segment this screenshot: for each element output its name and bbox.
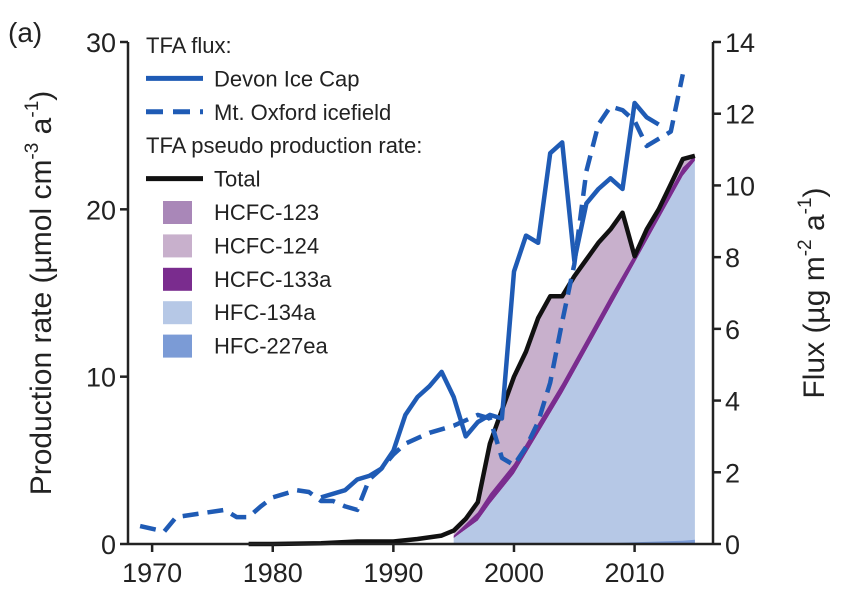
y-right-tick-label: 2 bbox=[725, 458, 740, 488]
y-right-axis-title: Flux (µg m-2 a-1) bbox=[795, 187, 831, 398]
legend-label: HCFC-123 bbox=[214, 200, 319, 225]
legend-swatch bbox=[163, 201, 192, 224]
area-hcfc-124 bbox=[453, 155, 695, 536]
legend-label: HCFC-133a bbox=[214, 267, 332, 292]
legend-label: HCFC-124 bbox=[214, 233, 319, 258]
legend-swatch bbox=[163, 234, 192, 258]
line-mt-oxford-icefield bbox=[139, 73, 686, 534]
legend-label: HFC-134a bbox=[214, 300, 316, 325]
y-right-tick-label: 0 bbox=[725, 530, 740, 560]
y-right-tick-label: 6 bbox=[725, 315, 740, 345]
x-tick-label: 1970 bbox=[122, 558, 182, 588]
y-right-tick-label: 8 bbox=[725, 243, 740, 273]
x-tick-label: 2000 bbox=[484, 558, 544, 588]
line-total bbox=[248, 153, 696, 547]
y-left-tick-label: 0 bbox=[101, 530, 116, 560]
legend-swatch bbox=[163, 334, 192, 358]
line-layer bbox=[139, 73, 696, 547]
y-right-tick-label: 14 bbox=[725, 28, 755, 58]
area-layer bbox=[453, 155, 695, 545]
legend-heading-production: TFA pseudo production rate: bbox=[146, 133, 422, 158]
legend-swatch bbox=[163, 301, 192, 325]
x-tick-label: 2010 bbox=[605, 558, 665, 588]
legend-swatch bbox=[163, 267, 192, 291]
y-right-tick-label: 12 bbox=[725, 100, 755, 130]
legend-label: Devon Ice Cap bbox=[214, 66, 360, 91]
x-tick-label: 1990 bbox=[363, 558, 423, 588]
y-left-axis-title: Production rate (µmol cm-3 a-1) bbox=[22, 91, 58, 496]
legend-label: Mt. Oxford icefield bbox=[214, 100, 391, 125]
axes: 1970 1980 1990 2000 2010 0 10 20 30 0 2 4 6 8 10 12 14 Pr… bbox=[22, 28, 831, 588]
y-right-tick-label: 4 bbox=[725, 387, 740, 417]
panel-label: (a) bbox=[8, 17, 42, 48]
y-right-tick-label: 10 bbox=[725, 171, 755, 201]
legend-heading-flux: TFA flux: bbox=[146, 33, 232, 58]
y-left-tick-label: 20 bbox=[86, 195, 116, 225]
line-devon-ice-cap bbox=[320, 100, 660, 500]
legend-label: Total bbox=[214, 167, 260, 192]
legend-label: HFC-227ea bbox=[214, 334, 328, 359]
area-hcfc-133a bbox=[453, 155, 695, 539]
y-left-tick-label: 30 bbox=[86, 28, 116, 58]
y-left-tick-label: 10 bbox=[86, 363, 116, 393]
x-tick-label: 1980 bbox=[243, 558, 303, 588]
legend: TFA flux: Devon Ice Cap Mt. Oxford icefiel… bbox=[146, 33, 422, 359]
area-hfc-134a bbox=[453, 160, 695, 545]
